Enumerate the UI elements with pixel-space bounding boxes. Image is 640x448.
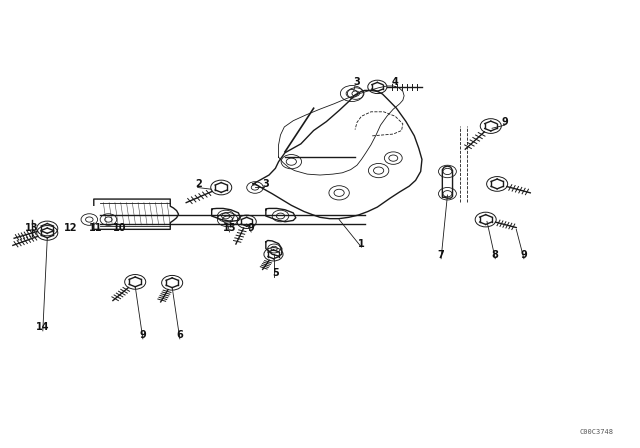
Text: 10: 10: [113, 224, 126, 233]
Text: 9: 9: [248, 224, 255, 233]
Text: 2: 2: [196, 179, 202, 189]
Text: 9: 9: [501, 116, 508, 127]
Text: 3: 3: [353, 77, 360, 86]
Text: 3: 3: [262, 179, 269, 189]
Text: 9: 9: [520, 250, 527, 260]
Text: C00C3748: C00C3748: [579, 430, 613, 435]
Text: 8: 8: [492, 250, 499, 260]
Text: 7: 7: [438, 250, 444, 260]
Text: 6: 6: [177, 330, 183, 340]
Text: 11: 11: [89, 224, 102, 233]
Text: 13: 13: [25, 224, 39, 233]
Text: 9: 9: [140, 330, 146, 340]
Text: 15: 15: [223, 224, 236, 233]
Text: 14: 14: [36, 322, 49, 332]
Text: 12: 12: [63, 224, 77, 233]
Text: 5: 5: [272, 268, 279, 278]
Text: 4: 4: [392, 77, 399, 86]
Text: 1: 1: [358, 239, 365, 249]
